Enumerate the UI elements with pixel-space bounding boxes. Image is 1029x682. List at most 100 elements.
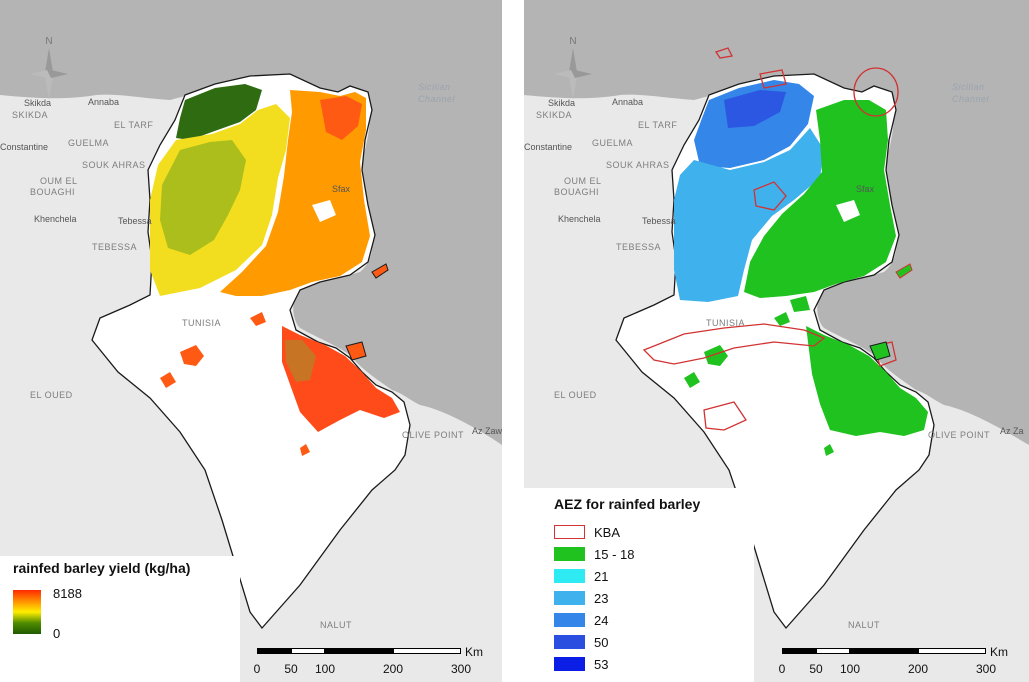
scale-unit-label: Km — [465, 645, 483, 659]
label-tebessa-region: TEBESSA — [92, 242, 138, 252]
scale-tick-label: 50 — [809, 662, 823, 676]
svg-text:N: N — [569, 36, 576, 47]
north-arrow-icon: N — [554, 36, 592, 100]
label-olive-point: OLIVE POINT — [402, 430, 465, 440]
label-annaba: Annaba — [88, 97, 120, 107]
aez-zone-15-18 — [744, 100, 896, 298]
scale-segment — [257, 648, 291, 654]
label-olive-point: OLIVE POINT — [928, 430, 991, 440]
label-sicilian: Sicilian — [418, 82, 451, 92]
label-el-tarf: EL TARF — [638, 120, 678, 130]
label-tebessa-city: Tebessa — [642, 216, 676, 226]
label-oum-el: OUM EL — [564, 176, 602, 186]
lake-shape — [404, 92, 418, 112]
scale-tick-label: 300 — [975, 662, 997, 676]
aez-legend-swatch — [554, 525, 585, 539]
aez-legend-list: KBA 15 - 18 21 23 24 50 53 — [554, 524, 744, 674]
label-khenchela: Khenchela — [34, 214, 77, 224]
label-oum-el: OUM EL — [40, 176, 78, 186]
scale-tick-label: 300 — [450, 662, 472, 676]
aez-legend-item: 15 - 18 — [554, 546, 634, 562]
label-az-zawiya: Az Za — [1000, 426, 1024, 436]
label-nalut: NALUT — [320, 620, 353, 630]
yield-speckles — [160, 312, 310, 456]
label-nalut: NALUT — [848, 620, 881, 630]
aez-legend-label: KBA — [594, 524, 621, 540]
yield-map-canvas — [0, 0, 502, 630]
scale-tick-label: 100 — [314, 662, 336, 676]
scale-segment — [291, 648, 325, 654]
label-annaba: Annaba — [612, 97, 644, 107]
label-tebessa-city: Tebessa — [118, 216, 152, 226]
scale-bar-left: 0 50 100 200 300 Km — [253, 645, 497, 682]
label-souk-ahras: SOUK AHRAS — [606, 160, 670, 170]
scale-tick-label: 50 — [284, 662, 298, 676]
label-skikda-city: Skikda — [24, 98, 52, 108]
yield-zone-olive — [285, 340, 316, 382]
yield-color-ramp — [13, 590, 41, 634]
aez-zone-50 — [724, 90, 786, 128]
label-guelma: GUELMA — [68, 138, 110, 148]
aez-legend-swatch — [554, 591, 585, 605]
aez-legend-swatch — [554, 569, 585, 583]
scale-tick-label: 0 — [253, 662, 261, 676]
scale-segment — [393, 648, 461, 654]
label-channel: Channel — [952, 94, 990, 104]
label-souk-ahras: SOUK AHRAS — [82, 160, 146, 170]
aez-legend-swatch — [554, 613, 585, 627]
scale-segment — [918, 648, 986, 654]
aez-legend: AEZ for rainfed barley KBA 15 - 18 21 23 24 5… — [524, 488, 754, 682]
island-kerkennah — [895, 263, 913, 279]
aez-legend-label: 50 — [594, 634, 609, 650]
north-arrow-icon: N — [30, 36, 68, 100]
aez-legend-swatch — [554, 635, 585, 649]
aez-legend-label: 15 - 18 — [594, 546, 635, 562]
mediterranean-sea — [0, 0, 502, 445]
aez-zone-15-18-south — [806, 326, 928, 436]
aez-map-panel: N Skikda SKIKDA Annaba EL TARF GUELMA Co… — [524, 0, 1029, 682]
yield-zone-orange — [220, 90, 370, 296]
yield-zone-dark-green — [176, 84, 262, 140]
aez-map-canvas — [524, 0, 1029, 630]
yield-zone-red-orange — [320, 96, 362, 140]
yield-zone-green-mix — [160, 140, 246, 255]
scale-segment — [850, 648, 918, 654]
aez-legend-item: 50 — [554, 634, 608, 650]
scale-bar-right: 0 50 100 200 300 Km — [779, 645, 1022, 682]
aez-legend-item: 23 — [554, 590, 608, 606]
aez-legend-label: 53 — [594, 656, 609, 672]
white-lake — [836, 200, 860, 222]
label-el-oued: EL OUED — [554, 390, 597, 400]
scale-tick-label: 100 — [839, 662, 861, 676]
aez-zone-23 — [674, 128, 824, 302]
label-el-oued: EL OUED — [30, 390, 73, 400]
aez-legend-swatch — [554, 657, 585, 671]
label-constantine: Constantine — [524, 142, 573, 152]
scale-tick-label: 200 — [907, 662, 929, 676]
yield-ramp-min: 0 — [53, 626, 61, 641]
yield-ramp-max: 8188 — [53, 586, 82, 601]
yield-map-panel: N Skikda SKIKDA Annaba EL TARF GUELMA Co… — [0, 0, 502, 682]
aez-legend-title: AEZ for rainfed barley — [554, 496, 701, 512]
label-el-tarf: EL TARF — [114, 120, 154, 130]
scale-unit-label: Km — [990, 645, 1008, 659]
aez-legend-item: KBA — [554, 524, 620, 540]
island-kerkennah — [371, 263, 389, 279]
label-tunisia: TUNISIA — [706, 318, 746, 328]
label-skikda-city: Skikda — [548, 98, 576, 108]
label-sicilian: Sicilian — [952, 82, 985, 92]
label-sfax: Sfax — [856, 184, 875, 194]
label-guelma: GUELMA — [592, 138, 634, 148]
island-djerba — [869, 341, 891, 361]
svg-text:N: N — [45, 36, 52, 47]
label-skikda-region: SKIKDA — [12, 110, 49, 120]
scale-tick-label: 200 — [382, 662, 404, 676]
aez-legend-item: 53 — [554, 656, 608, 672]
label-az-zawiya: Az Zaw — [472, 426, 502, 436]
aez-legend-item: 24 — [554, 612, 608, 628]
scale-segment — [782, 648, 816, 654]
yield-legend-title: rainfed barley yield (kg/ha) — [13, 560, 191, 576]
mediterranean-sea — [524, 0, 1029, 445]
aez-legend-label: 23 — [594, 590, 609, 606]
label-constantine: Constantine — [0, 142, 49, 152]
